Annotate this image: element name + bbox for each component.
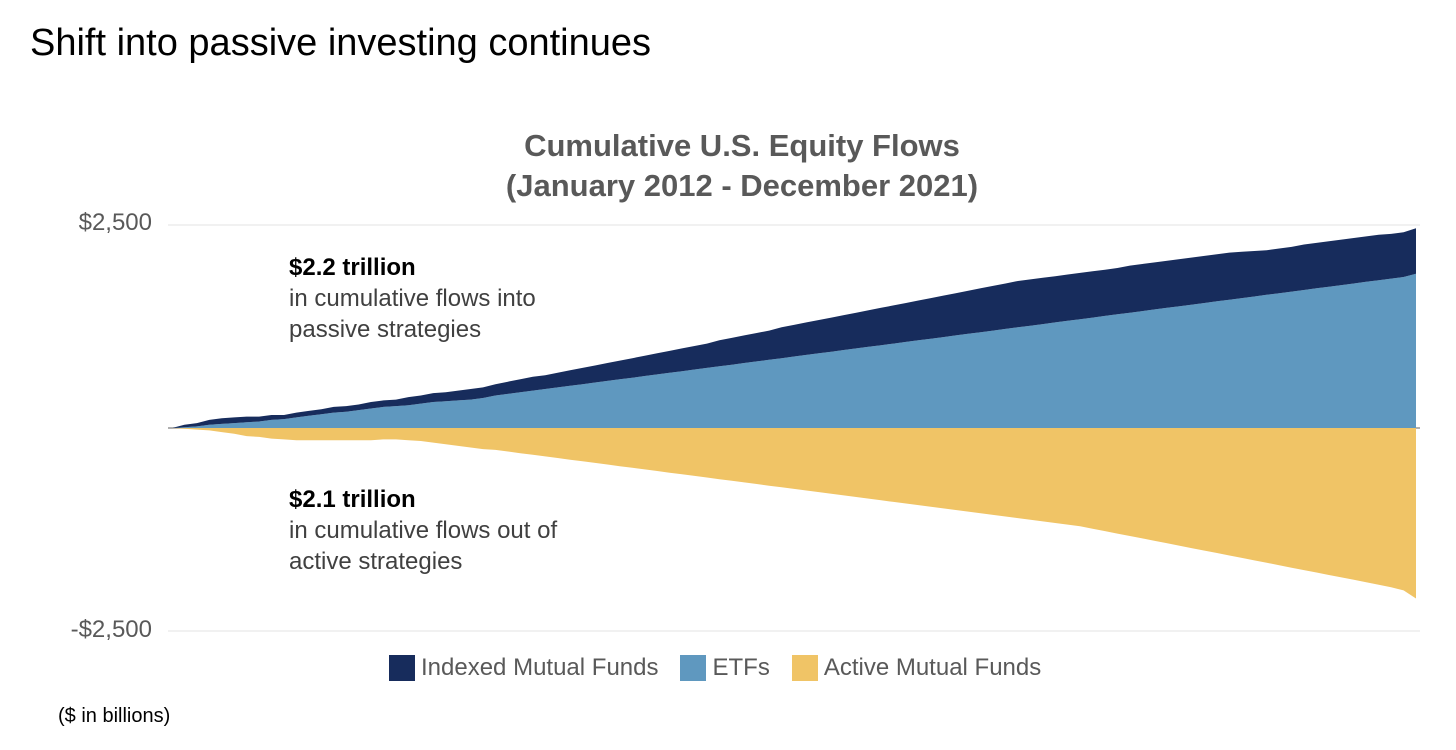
- legend-label-indexed-mutual-funds: Indexed Mutual Funds: [421, 654, 659, 681]
- annotation-passive-line2: passive strategies: [289, 316, 482, 343]
- annotation-active: $2.1 trillion in cumulative flows out of…: [289, 484, 557, 577]
- ytick-label-top: $2,500: [78, 209, 152, 236]
- annotation-passive-line1: in cumulative flows into: [289, 285, 536, 312]
- legend-swatch-indexed-mutual-funds: [389, 655, 415, 681]
- chart-legend: Indexed Mutual Funds ETFs Active Mutual …: [389, 654, 1063, 682]
- legend-swatch-etfs: [680, 655, 707, 681]
- area-active-mutual-funds: [172, 428, 1416, 599]
- annotation-passive: $2.2 trillion in cumulative flows into p…: [289, 252, 536, 345]
- annotation-active-value: $2.1 trillion: [289, 486, 416, 513]
- area-indexed-mutual-funds: [172, 228, 1416, 428]
- chart-title-line1: Cumulative U.S. Equity Flows: [524, 128, 960, 163]
- legend-label-active-mutual-funds: Active Mutual Funds: [823, 654, 1042, 681]
- annotation-passive-value: $2.2 trillion: [289, 254, 416, 281]
- legend-label-etfs: ETFs: [712, 654, 770, 681]
- area-etfs: [172, 273, 1416, 428]
- annotation-active-line2: active strategies: [289, 548, 463, 575]
- legend-item-etfs: ETFs: [680, 654, 770, 682]
- page-heading: Shift into passive investing continues: [30, 22, 652, 64]
- footnote-units: ($ in billions): [58, 705, 171, 727]
- legend-item-indexed-mutual-funds: Indexed Mutual Funds: [389, 654, 658, 682]
- chart-title-line2: (January 2012 - December 2021): [505, 168, 979, 203]
- legend-item-active-mutual-funds: Active Mutual Funds: [791, 654, 1042, 682]
- annotation-active-line1: in cumulative flows out of: [289, 517, 558, 544]
- ytick-label-bottom: -$2,500: [70, 616, 152, 643]
- legend-swatch-active-mutual-funds: [791, 655, 818, 681]
